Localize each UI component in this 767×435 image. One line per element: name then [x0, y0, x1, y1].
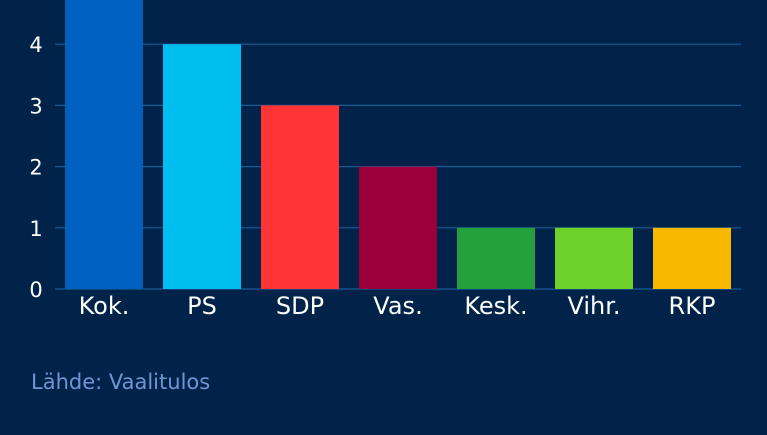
bar-kesk [457, 227, 535, 289]
x-tick-label: Kok. [79, 292, 130, 320]
x-tick-label: Vas. [373, 292, 422, 320]
bar-rkp [653, 227, 731, 289]
x-tick-label: SDP [276, 292, 324, 320]
x-tick-label: RKP [669, 292, 716, 320]
bar-vas [359, 166, 437, 289]
y-tick-label: 4 [29, 33, 42, 57]
bar-sdp [261, 105, 339, 290]
bars [65, 0, 731, 290]
bar-kok [65, 0, 143, 290]
y-tick-label: 3 [29, 94, 42, 118]
y-tick-label: 2 [29, 156, 42, 180]
x-axis-labels: Kok. PS SDP Vas. Kesk. Vihr. RKP [79, 292, 716, 320]
x-tick-label: PS [187, 292, 217, 320]
x-tick-label: Kesk. [464, 292, 527, 320]
y-tick-label: 0 [29, 278, 42, 302]
source-note: Lähde: Vaalitulos [31, 370, 211, 394]
bar-ps [163, 44, 241, 290]
y-axis-ticks: 0 1 2 3 4 [29, 33, 42, 302]
bar-vihr [555, 227, 633, 289]
x-tick-label: Vihr. [567, 292, 620, 320]
y-tick-label: 1 [29, 217, 42, 241]
